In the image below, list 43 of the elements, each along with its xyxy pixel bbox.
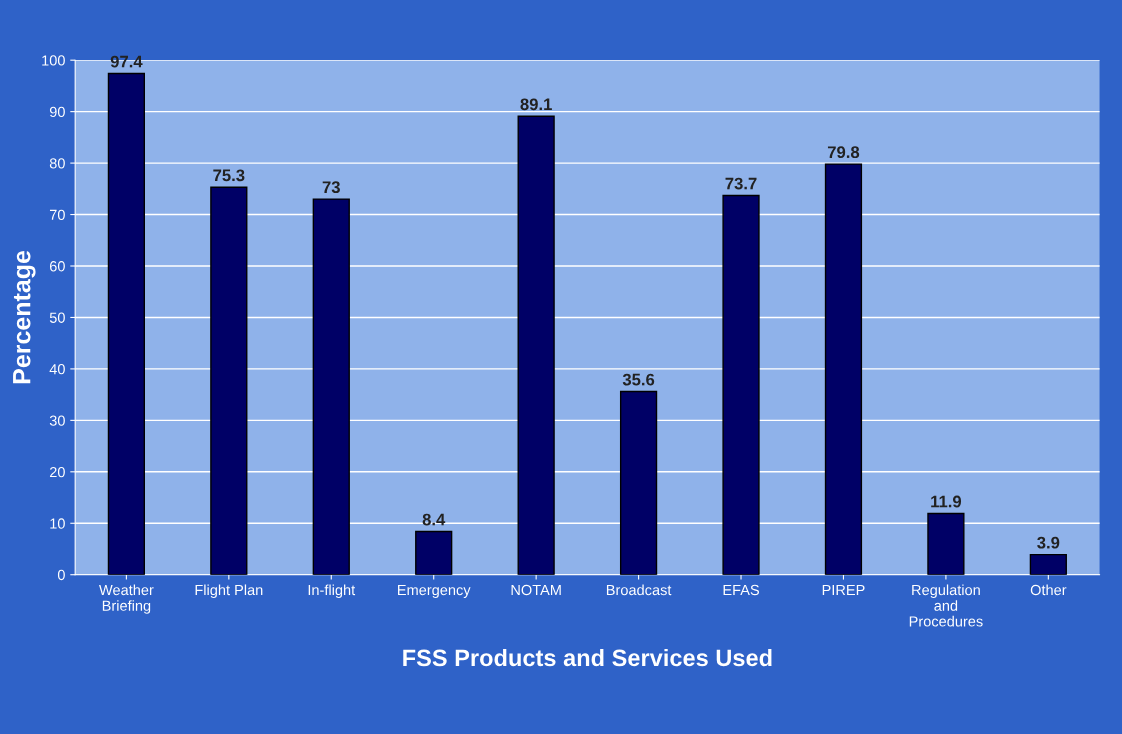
data-label: 73.7 [725, 177, 757, 190]
bar [517, 115, 555, 575]
y-tick-label: 50 [49, 312, 65, 323]
y-tick-label: 90 [49, 106, 65, 118]
bar [210, 186, 248, 575]
data-label: 3.9 [1037, 536, 1060, 549]
data-label: 97.4 [110, 55, 143, 68]
bar [927, 512, 965, 575]
bar [824, 163, 863, 575]
x-tick-label: Flight Plan [195, 584, 263, 599]
bar [1029, 553, 1067, 575]
y-tick-label: 40 [49, 364, 65, 375]
x-tick-label: Other [1030, 584, 1067, 596]
bar [312, 198, 350, 575]
data-label: 11.9 [931, 495, 962, 508]
y-tick-label: 70 [49, 209, 65, 220]
y-tick-label: 10 [50, 518, 65, 529]
x-tick-label: In-flight [308, 584, 356, 599]
y-tick-label: 80 [49, 158, 65, 169]
data-label: 79.8 [827, 146, 860, 159]
y-tick-label: 60 [49, 261, 65, 272]
y-tick-label: 20 [49, 466, 65, 478]
data-label: 89.1 [520, 98, 552, 111]
data-label: 75.3 [213, 169, 245, 182]
x-tick-label: Emergency [398, 584, 471, 599]
x-axis-title: FSS Products and Services Used [403, 648, 772, 667]
bar [619, 390, 658, 575]
x-tick-label: Broadcast [606, 584, 672, 596]
data-label: 35.6 [622, 373, 655, 386]
bar [107, 72, 146, 575]
bar [415, 530, 453, 575]
y-tick-label: 0 [57, 569, 65, 581]
x-tick-label: PIREP [822, 584, 865, 596]
x-tick-label: EFAS [723, 584, 759, 596]
bar [722, 194, 760, 575]
data-label: 8.4 [422, 513, 446, 526]
x-tick-label: Regulation and Procedures [909, 584, 983, 627]
data-label: 73 [322, 181, 340, 194]
y-axis-title: Percentage [13, 250, 36, 384]
y-tick-label: 100 [42, 55, 65, 66]
y-tick-label: 30 [49, 415, 65, 426]
x-tick-label: Weather Briefing [99, 584, 154, 614]
x-tick-label: NOTAM [511, 584, 561, 596]
